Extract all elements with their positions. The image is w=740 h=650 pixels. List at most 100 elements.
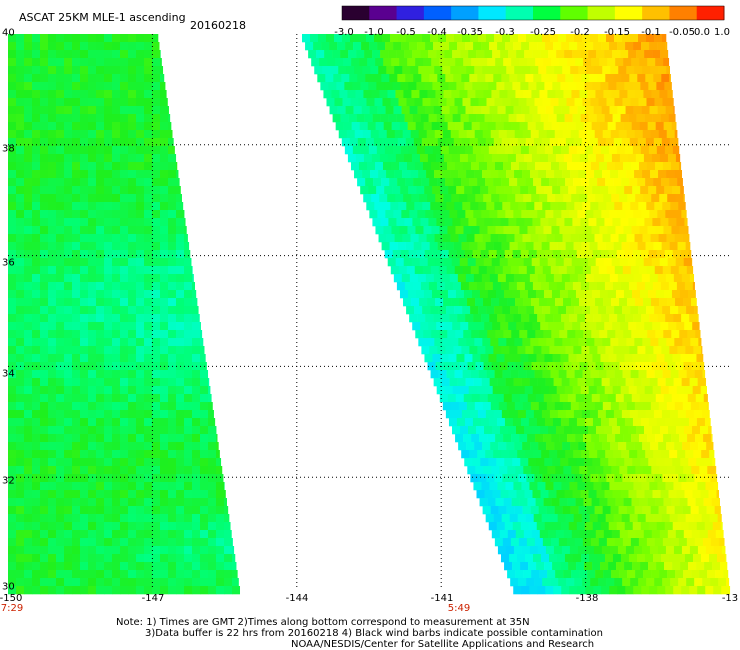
data-cell xyxy=(642,170,651,179)
data-cell xyxy=(377,210,386,219)
data-cell xyxy=(704,562,713,571)
data-cell xyxy=(563,362,572,371)
data-cell xyxy=(598,34,607,43)
data-cell xyxy=(338,66,347,75)
data-cell xyxy=(561,210,570,219)
data-cell xyxy=(570,338,579,347)
data-cell xyxy=(390,266,400,275)
data-cell xyxy=(32,106,41,115)
data-cell xyxy=(514,338,523,347)
data-cell xyxy=(104,426,113,435)
data-cell xyxy=(425,210,434,219)
data-cell xyxy=(120,330,129,339)
data-cell xyxy=(72,466,81,475)
data-cell xyxy=(72,58,81,67)
data-cell xyxy=(647,122,656,131)
data-cell xyxy=(128,314,137,323)
data-cell xyxy=(24,394,33,403)
data-cell xyxy=(327,58,336,67)
data-cell xyxy=(635,530,645,539)
data-cell xyxy=(428,282,438,291)
data-cell xyxy=(417,106,426,115)
data-cell xyxy=(552,418,562,427)
data-cell xyxy=(369,106,378,115)
data-cell xyxy=(112,514,121,523)
data-cell xyxy=(200,346,205,355)
colorbar-segment xyxy=(642,6,670,20)
data-cell xyxy=(388,114,397,123)
data-cell xyxy=(655,290,665,299)
data-cell xyxy=(563,298,572,307)
data-cell xyxy=(686,474,695,483)
data-cell xyxy=(534,474,543,483)
data-cell xyxy=(120,90,129,99)
data-cell xyxy=(430,98,439,107)
data-cell xyxy=(596,218,605,227)
data-cell xyxy=(687,330,696,339)
data-cell xyxy=(616,458,625,467)
data-cell xyxy=(513,274,523,283)
data-cell xyxy=(48,210,57,219)
data-cell xyxy=(700,554,710,563)
data-cell xyxy=(563,154,573,163)
data-cell xyxy=(160,122,169,131)
data-cell xyxy=(552,82,561,91)
data-cell xyxy=(128,354,137,363)
data-cell xyxy=(160,458,169,467)
data-cell xyxy=(610,66,619,75)
swath-time-east: 5:49 xyxy=(447,603,471,614)
colorbar-segment xyxy=(342,6,370,20)
data-cell xyxy=(695,330,701,339)
data-cell xyxy=(633,378,642,387)
data-cell xyxy=(168,282,177,291)
data-cell xyxy=(16,266,25,275)
data-cell xyxy=(372,50,381,59)
data-cell xyxy=(160,538,169,547)
data-cell xyxy=(472,458,481,467)
data-cell xyxy=(658,506,667,515)
data-cell xyxy=(611,258,621,267)
data-cell xyxy=(645,346,654,355)
data-cell xyxy=(200,338,204,347)
data-cell xyxy=(651,154,661,163)
data-cell xyxy=(184,226,187,235)
data-cell xyxy=(360,186,369,195)
data-cell xyxy=(128,562,137,571)
data-cell xyxy=(24,154,33,163)
data-cell xyxy=(72,82,81,91)
data-cell xyxy=(152,58,161,67)
data-cell xyxy=(48,554,57,563)
data-cell xyxy=(96,242,105,251)
data-cell xyxy=(647,226,656,235)
data-cell xyxy=(40,282,49,291)
data-cell xyxy=(358,34,367,43)
data-cell xyxy=(120,226,129,235)
data-cell xyxy=(160,162,169,171)
data-cell xyxy=(715,530,724,539)
data-cell xyxy=(8,514,17,523)
data-cell xyxy=(16,514,25,523)
data-cell xyxy=(120,482,129,491)
data-cell xyxy=(578,402,588,411)
data-cell xyxy=(534,98,543,107)
data-cell xyxy=(586,506,595,515)
data-cell xyxy=(48,74,57,83)
data-cell xyxy=(681,314,690,323)
data-cell xyxy=(613,410,623,419)
data-cell xyxy=(491,194,500,203)
data-cell xyxy=(375,226,384,235)
data-cell xyxy=(72,514,81,523)
data-cell xyxy=(569,546,579,555)
data-cell xyxy=(120,66,129,75)
data-cell xyxy=(608,82,617,91)
data-cell xyxy=(16,178,25,187)
data-cell xyxy=(682,338,691,347)
data-cell xyxy=(427,362,436,371)
data-cell xyxy=(536,82,545,91)
data-cell xyxy=(128,146,137,155)
data-cell xyxy=(136,218,145,227)
data-cell xyxy=(466,130,476,139)
data-cell xyxy=(494,538,504,547)
data-cell xyxy=(80,42,89,51)
data-cell xyxy=(574,202,583,211)
